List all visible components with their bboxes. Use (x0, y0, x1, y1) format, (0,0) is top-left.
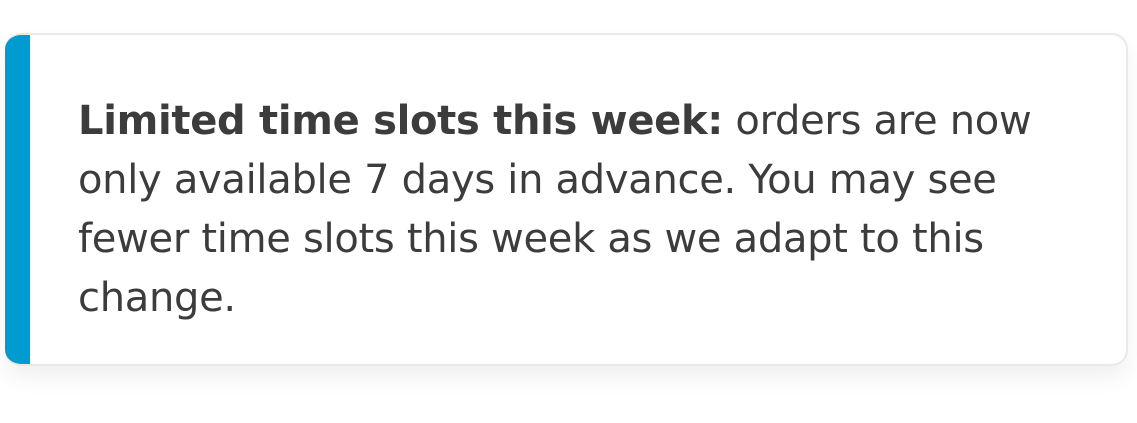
notice-title: Limited time slots this week: (78, 98, 723, 144)
notice-card: Limited time slots this week: orders are… (5, 33, 1128, 366)
notice-text: Limited time slots this week: orders are… (78, 92, 1088, 328)
accent-bar (5, 35, 30, 364)
notice-message: orders are now only available 7 days in … (78, 98, 1032, 321)
